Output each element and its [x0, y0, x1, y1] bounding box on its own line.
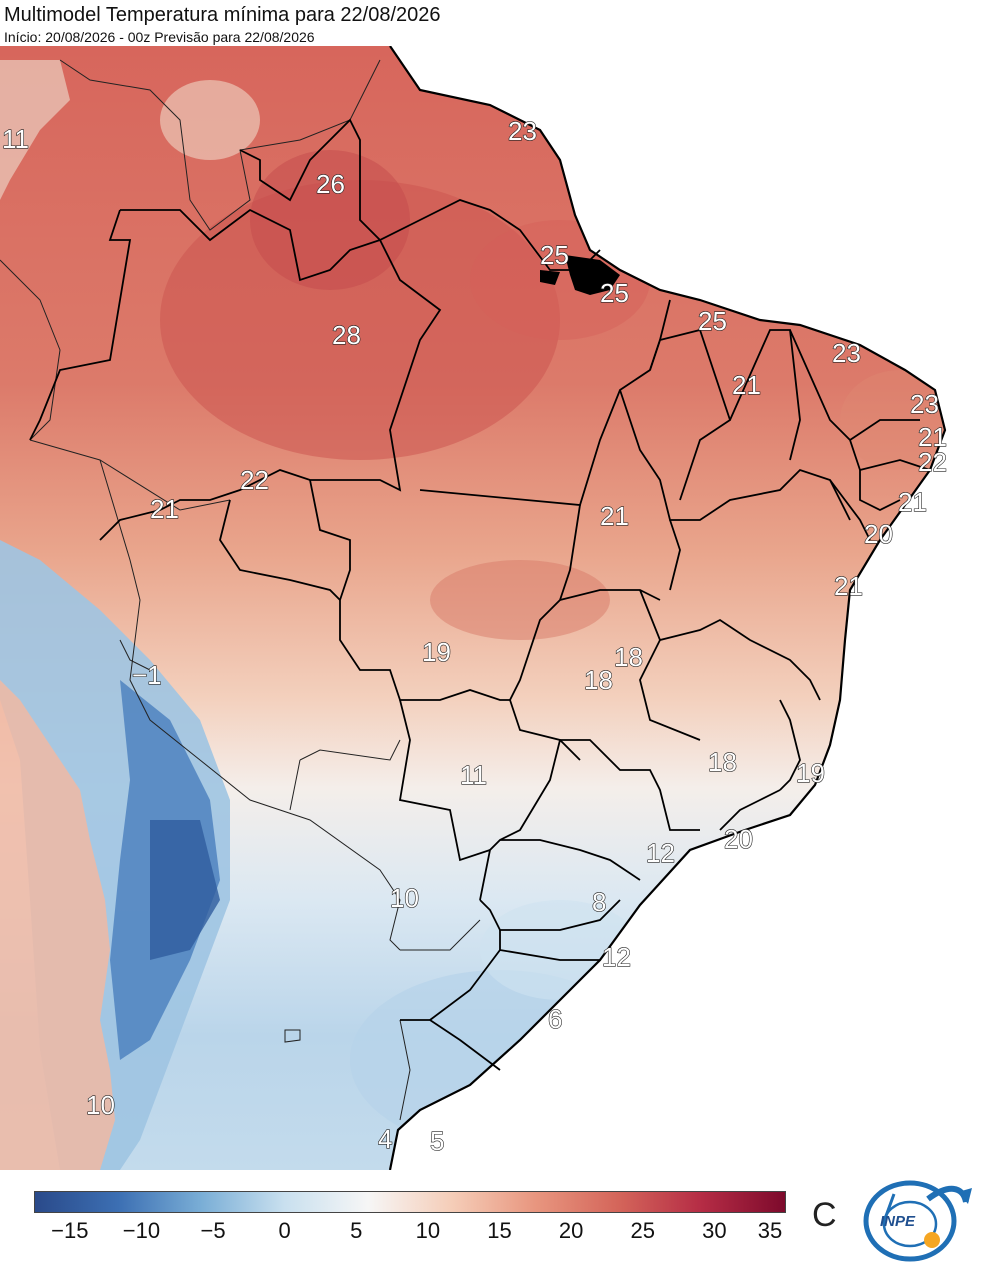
legend-colorbar [34, 1191, 786, 1213]
legend-tick-label: 25 [630, 1218, 655, 1243]
temp-label: 10 [86, 1090, 115, 1120]
temp-label: 10 [390, 883, 419, 913]
legend-tick-label: 20 [558, 1218, 584, 1243]
temp-label: 23 [910, 389, 939, 419]
temp-label: 18 [614, 642, 643, 672]
pacific-coastal-strip [0, 680, 115, 1170]
temp-label: 8 [592, 887, 606, 917]
map-svg: 11 26 23 25 25 28 25 23 21 23 21 22 22 2… [0, 46, 984, 1170]
legend-unit: C [812, 1196, 837, 1234]
temp-label: 25 [540, 240, 569, 270]
page-title: Multimodel Temperatura mínima para 22/08… [4, 4, 441, 26]
temp-label: 20 [864, 519, 893, 549]
temp-label: 21 [150, 494, 179, 524]
temperature-map: 11 26 23 25 25 28 25 23 21 23 21 22 22 2… [0, 46, 984, 1170]
legend-tick-label: −5 [200, 1218, 226, 1243]
state-borders [29, 118, 931, 1071]
temp-label: 28 [332, 320, 361, 350]
map-labels: 11 26 23 25 25 28 25 23 21 23 21 22 22 2… [1, 115, 947, 1156]
temp-label: 11 [460, 760, 487, 790]
temp-label: 6 [548, 1004, 562, 1034]
temp-label: 21 [918, 422, 947, 452]
svg-text:INPE: INPE [880, 1213, 916, 1230]
temp-label: 12 [646, 838, 675, 868]
legend-tick-label: 10 [415, 1218, 441, 1243]
temp-label: 23 [832, 338, 861, 368]
legend-tick-label: 5 [350, 1218, 363, 1243]
legend-tick-label: 30 [702, 1218, 727, 1243]
legend-tick-label: 0 [278, 1218, 291, 1243]
temp-label: 25 [600, 278, 629, 308]
atlantic-ocean [390, 46, 984, 1170]
legend-tick-label: −10 [122, 1218, 161, 1243]
temp-label: 23 [508, 116, 537, 146]
temp-label: 19 [422, 637, 451, 667]
temp-label: 21 [898, 487, 927, 517]
legend-tick-label: −15 [51, 1218, 89, 1243]
legend-tick-label: 35 [757, 1218, 783, 1243]
country-borders [0, 59, 481, 1121]
temp-label: 20 [724, 824, 753, 854]
legend-tick-label: 15 [487, 1218, 512, 1243]
temp-label: 22 [918, 447, 947, 477]
inpe-logo: INPE [858, 1174, 976, 1264]
temp-label: 18 [708, 747, 737, 777]
temp-label: 4 [378, 1124, 392, 1154]
page-subtitle: Início: 20/08/2026 - 00z Previsão para 2… [4, 29, 315, 45]
amazon-delta-islands [540, 255, 620, 295]
temp-label: 18 [584, 665, 613, 695]
temp-label: 21 [732, 370, 761, 400]
temp-label: 21 [600, 501, 629, 531]
coastline [388, 46, 947, 1170]
warm-anomalies [160, 150, 960, 640]
temp-label: 19 [796, 758, 825, 788]
inpe-logo-icon: INPE [863, 1180, 972, 1262]
temp-label: 12 [602, 942, 631, 972]
temp-label: 21 [834, 571, 863, 601]
temp-label: −1 [132, 660, 162, 690]
temp-label: 22 [240, 465, 269, 495]
temp-label: 11 [2, 124, 29, 154]
temp-label: 25 [698, 306, 727, 336]
temp-label: 5 [430, 1126, 444, 1156]
temp-label: 26 [316, 169, 345, 199]
